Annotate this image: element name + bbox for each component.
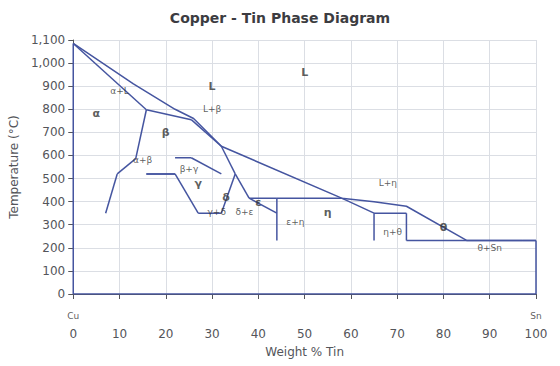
svg-text:1,100: 1,100 bbox=[31, 33, 65, 47]
svg-text:L+β: L+β bbox=[203, 104, 222, 114]
svg-text:α+L: α+L bbox=[110, 86, 129, 96]
svg-text:L+η: L+η bbox=[379, 178, 397, 188]
svg-text:Sn: Sn bbox=[530, 311, 541, 321]
svg-text:100: 100 bbox=[525, 327, 548, 341]
svg-text:L: L bbox=[301, 66, 308, 79]
svg-text:Weight % Tin: Weight % Tin bbox=[265, 345, 344, 359]
svg-text:300: 300 bbox=[42, 218, 65, 232]
svg-text:δ+ε: δ+ε bbox=[236, 207, 254, 217]
svg-text:400: 400 bbox=[42, 195, 65, 209]
svg-text:Temperature (°C): Temperature (°C) bbox=[7, 115, 21, 220]
svg-text:500: 500 bbox=[42, 172, 65, 186]
svg-text:800: 800 bbox=[42, 102, 65, 116]
svg-text:θ: θ bbox=[440, 221, 448, 234]
svg-text:ε+η: ε+η bbox=[286, 217, 304, 227]
svg-text:900: 900 bbox=[42, 79, 65, 93]
svg-text:L: L bbox=[209, 80, 216, 93]
svg-text:600: 600 bbox=[42, 148, 65, 162]
svg-text:α: α bbox=[93, 107, 101, 120]
svg-text:0: 0 bbox=[69, 327, 77, 341]
svg-text:40: 40 bbox=[251, 327, 266, 341]
svg-text:30: 30 bbox=[204, 327, 219, 341]
svg-text:γ: γ bbox=[194, 177, 202, 190]
svg-text:Cu: Cu bbox=[67, 311, 79, 321]
svg-text:0: 0 bbox=[58, 287, 66, 301]
svg-text:80: 80 bbox=[436, 327, 451, 341]
svg-text:ε: ε bbox=[255, 196, 261, 209]
svg-text:α+β: α+β bbox=[133, 155, 152, 165]
svg-text:90: 90 bbox=[482, 327, 497, 341]
svg-text:20: 20 bbox=[158, 327, 173, 341]
svg-text:1,000: 1,000 bbox=[31, 56, 65, 70]
svg-text:60: 60 bbox=[343, 327, 358, 341]
svg-text:β+γ: β+γ bbox=[180, 164, 199, 174]
svg-text:10: 10 bbox=[112, 327, 127, 341]
svg-text:200: 200 bbox=[42, 241, 65, 255]
svg-text:700: 700 bbox=[42, 125, 65, 139]
svg-text:50: 50 bbox=[297, 327, 312, 341]
svg-text:θ+Sn: θ+Sn bbox=[477, 243, 501, 253]
svg-text:η: η bbox=[324, 206, 332, 219]
svg-text:δ: δ bbox=[222, 191, 230, 204]
svg-text:Copper - Tin Phase Diagram: Copper - Tin Phase Diagram bbox=[170, 10, 390, 26]
svg-text:β: β bbox=[162, 126, 170, 139]
svg-text:100: 100 bbox=[42, 264, 65, 278]
svg-text:γ+δ: γ+δ bbox=[208, 207, 227, 217]
svg-text:η+θ: η+θ bbox=[383, 227, 402, 237]
svg-text:70: 70 bbox=[390, 327, 405, 341]
